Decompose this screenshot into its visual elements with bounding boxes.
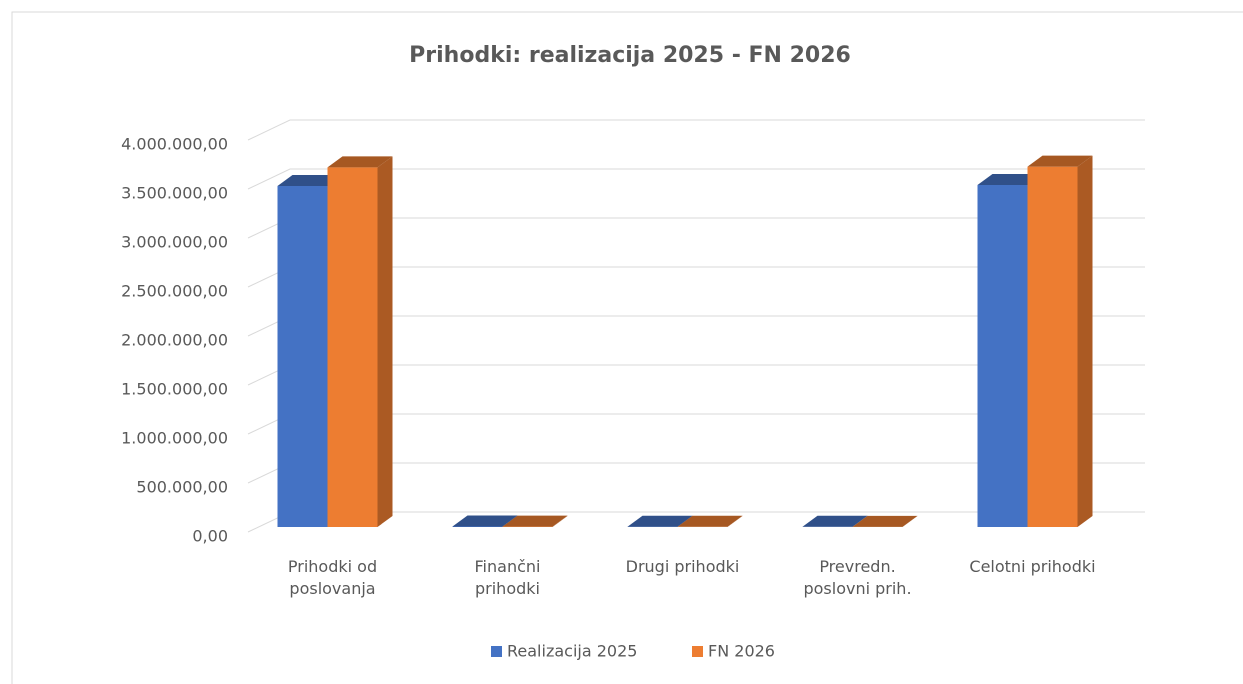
y-tick-label: 0,00 — [192, 527, 228, 546]
bar-top — [502, 515, 568, 527]
bar-side — [1077, 155, 1093, 528]
bar-top — [277, 174, 343, 186]
bar-side — [902, 515, 918, 527]
bar-front — [277, 185, 328, 527]
bar-side — [552, 515, 568, 527]
legend-label: Realizacija 2025 — [507, 642, 637, 661]
bar-top — [802, 515, 868, 527]
bar-side — [727, 515, 743, 527]
y-tick-label: 3.500.000,00 — [121, 184, 228, 203]
bar-top — [852, 515, 918, 527]
x-tick-label: Prevredn. poslovni prih. — [803, 557, 912, 598]
y-tick-label: 1.000.000,00 — [121, 429, 228, 448]
y-tick-label: 3.000.000,00 — [121, 233, 228, 252]
y-tick-label: 1.500.000,00 — [121, 380, 228, 399]
grid-line — [247, 168, 1145, 190]
chart-frame — [11, 11, 1243, 684]
y-tick-label: 2.000.000,00 — [121, 331, 228, 350]
bar-top — [1027, 155, 1093, 167]
chart-title: Prihodki: realizacija 2025 - FN 2026 — [409, 43, 851, 68]
bar-top — [977, 173, 1043, 185]
legend-label: FN 2026 — [708, 642, 775, 661]
bar-top — [452, 515, 518, 527]
bar-top — [327, 156, 393, 168]
bar-front — [977, 184, 1028, 528]
bar-top — [677, 515, 743, 527]
bar-top — [627, 515, 693, 527]
legend-swatch — [692, 646, 703, 657]
x-tick-label: Drugi prihodki — [625, 557, 740, 576]
x-tick-label: Prihodki od poslovanja — [287, 557, 378, 598]
y-tick-label: 2.500.000,00 — [121, 282, 228, 301]
bar-front — [1027, 166, 1078, 528]
x-tick-label: Finančni prihodki — [474, 557, 541, 598]
bar-front — [327, 167, 378, 527]
bar-side — [377, 156, 393, 527]
y-tick-label: 4.000.000,00 — [121, 135, 228, 154]
grid-line — [247, 119, 1145, 141]
x-tick-label: Celotni prihodki — [969, 557, 1096, 576]
y-tick-label: 500.000,00 — [136, 478, 228, 497]
legend-swatch — [491, 646, 502, 657]
